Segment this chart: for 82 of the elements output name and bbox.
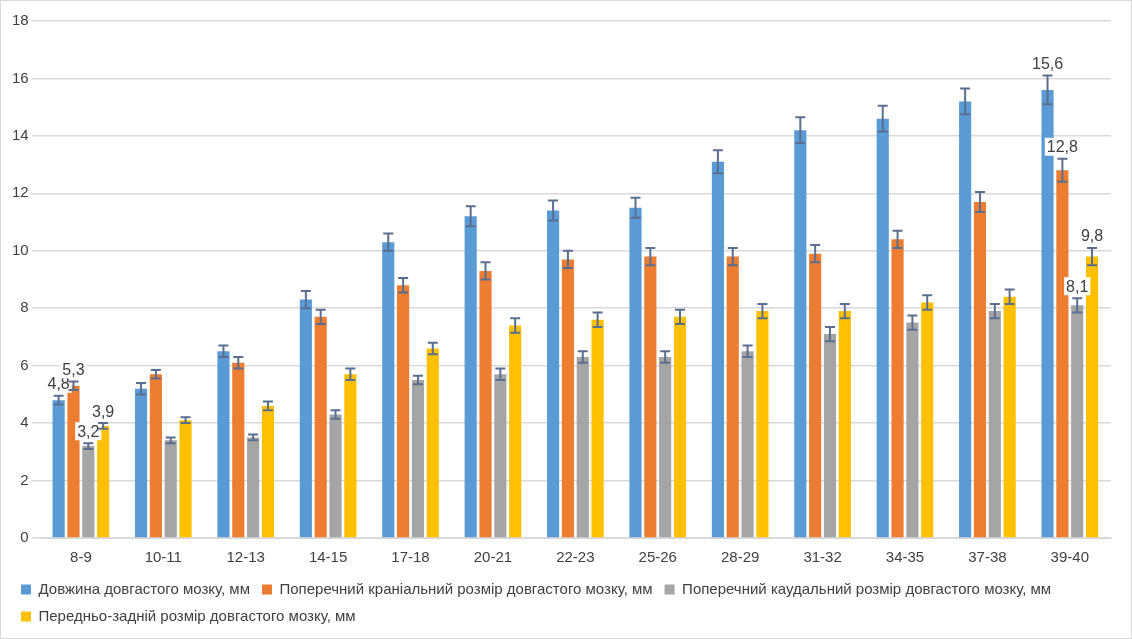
bar [629, 207, 642, 538]
x-tick-label: 39-40 [1050, 548, 1089, 566]
bar [561, 259, 575, 538]
y-tick-label: 14 [12, 126, 29, 144]
bar [1003, 296, 1016, 538]
bar [382, 242, 395, 538]
bar [726, 256, 739, 538]
x-tick-label: 12-13 [226, 548, 265, 566]
legend-label: Поперечний краніальний розмір довгастого мозку, мм [279, 579, 653, 597]
x-tick-label: 17-18 [391, 548, 430, 566]
bar [973, 201, 987, 538]
bar [261, 405, 275, 538]
y-tick-label: 12 [12, 183, 29, 201]
bar [644, 256, 657, 538]
legend-label: Поперечний каудальний розмір довгастого мозку, мм [682, 579, 1052, 597]
x-tick-label: 8-9 [70, 548, 92, 566]
x-tick-label: 34-35 [885, 548, 925, 566]
bar [988, 311, 1001, 538]
legend-label: Передньо-задній розмір довгастого мозку, мм [38, 606, 356, 624]
bar [891, 239, 904, 538]
bar [314, 316, 327, 538]
bar [67, 385, 80, 538]
data-label: 3,2 [77, 422, 100, 440]
bar [576, 357, 589, 538]
y-tick-label: 8 [20, 298, 29, 316]
bar [921, 302, 934, 538]
x-tick-label: 31-32 [803, 548, 842, 566]
data-label: 15,6 [1031, 54, 1064, 72]
x-tick-label: 22-23 [556, 548, 595, 566]
bar [809, 253, 822, 538]
bar [232, 362, 245, 538]
y-tick-label: 16 [12, 68, 29, 86]
bar [673, 316, 687, 538]
bar [509, 325, 522, 538]
y-tick-label: 2 [20, 470, 29, 488]
data-label: 9,8 [1080, 227, 1104, 245]
bar [959, 101, 972, 538]
bar [397, 285, 410, 538]
x-tick-label: 37-38 [968, 548, 1007, 566]
bar [134, 388, 148, 538]
bar [82, 446, 95, 538]
bar [149, 374, 162, 538]
x-tick-label: 25-26 [638, 548, 677, 566]
bar [247, 437, 260, 538]
bar [479, 270, 492, 538]
bar [344, 374, 357, 538]
bar [52, 400, 65, 538]
bar [794, 130, 807, 538]
bar [1071, 305, 1084, 538]
bar [741, 351, 754, 538]
legend-label: Довжина довгастого мозку, мм [38, 579, 250, 597]
x-tick-label: 10-11 [144, 548, 182, 566]
y-tick-label: 4 [20, 413, 29, 431]
y-tick-label: 10 [12, 240, 29, 258]
bar [164, 440, 177, 538]
data-label: 12,8 [1046, 138, 1079, 156]
bar [711, 161, 724, 538]
bar [876, 118, 889, 538]
x-tick-label: 14-15 [308, 548, 348, 566]
bar [756, 311, 769, 538]
bar [97, 425, 110, 538]
x-tick-label: 28-29 [720, 548, 760, 566]
y-tick-label: 0 [20, 528, 29, 546]
bar [426, 348, 439, 538]
x-tick-label: 20-21 [473, 548, 513, 566]
bar [217, 351, 230, 538]
y-tick-label: 6 [20, 355, 29, 373]
bar [179, 420, 192, 538]
bar [329, 414, 342, 538]
data-label: 8,1 [1066, 277, 1089, 295]
data-label: 3,9 [92, 402, 115, 420]
bar [659, 357, 672, 538]
bar [906, 322, 919, 538]
y-tick-label: 18 [12, 11, 29, 29]
bar [299, 299, 312, 538]
bar [494, 374, 507, 538]
bar [464, 216, 477, 538]
bar [591, 319, 604, 538]
bar [411, 380, 425, 538]
bar [838, 311, 851, 538]
bar [823, 334, 837, 538]
bar [547, 210, 560, 538]
